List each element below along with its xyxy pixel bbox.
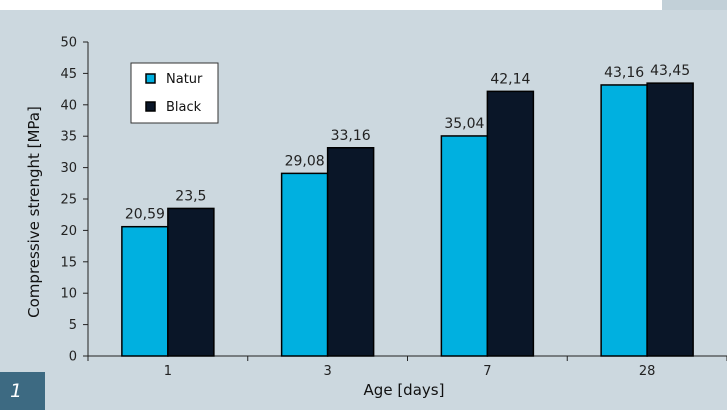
bar-natur-3 xyxy=(280,172,329,357)
x-tick-label: 1 xyxy=(164,364,172,379)
data-label-black-3: 33,16 xyxy=(331,128,371,144)
data-label-natur-3: 29,08 xyxy=(285,153,325,169)
y-tick-label: 10 xyxy=(60,287,77,302)
bar-black-1 xyxy=(167,207,215,357)
x-ticks: 1 3 7 28 xyxy=(87,356,727,379)
y-tick-label: 15 xyxy=(60,255,77,270)
data-label-natur-7: 35,04 xyxy=(444,116,484,132)
bar-natur-28 xyxy=(600,84,648,357)
bar-natur-7 xyxy=(440,135,489,357)
plot-area: 0 5 10 15 20 25 30 35 40 45 50 1 3 7 28 20,59 23,5 29,0… xyxy=(60,36,727,379)
legend-box xyxy=(130,62,219,124)
legend-swatch-black xyxy=(145,101,156,112)
y-tick-label: 5 xyxy=(69,318,77,333)
y-tick-label: 40 xyxy=(60,98,77,113)
y-tick-label: 45 xyxy=(60,67,77,82)
bar-black-3 xyxy=(326,147,375,357)
bar-natur-1 xyxy=(121,225,169,357)
data-label-black-1: 23,5 xyxy=(175,188,206,204)
y-tick-label: 25 xyxy=(60,193,77,208)
y-tick-label: 0 xyxy=(69,350,77,365)
y-tick-label: 50 xyxy=(60,36,77,51)
x-tick-label: 3 xyxy=(323,364,331,379)
legend-label-black: Black xyxy=(166,100,202,115)
bars xyxy=(121,82,694,357)
x-tick-label: 28 xyxy=(639,364,656,379)
legend-label-natur: Natur xyxy=(166,72,203,87)
legend: Natur Black xyxy=(130,62,219,124)
y-ticks: 0 5 10 15 20 25 30 35 40 45 50 xyxy=(60,36,88,365)
data-label-natur-1: 20,59 xyxy=(125,207,165,223)
figure-number: 1 xyxy=(10,380,23,402)
y-axis-label: Compressive strenght [MPa] xyxy=(25,106,43,318)
header-tab xyxy=(662,0,727,10)
legend-swatch-natur xyxy=(145,73,156,84)
bar-black-7 xyxy=(486,90,535,357)
data-label-black-7: 42,14 xyxy=(490,71,530,87)
y-tick-label: 35 xyxy=(60,130,77,145)
data-label-natur-28: 43,16 xyxy=(604,65,644,81)
figure-number-box: 1 xyxy=(0,372,45,410)
y-tick-label: 20 xyxy=(60,224,77,239)
x-tick-label: 7 xyxy=(483,364,491,379)
bar-black-28 xyxy=(646,82,694,357)
y-tick-label: 30 xyxy=(60,161,77,176)
x-axis-label: Age [days] xyxy=(364,381,445,399)
data-label-black-28: 43,45 xyxy=(650,63,690,79)
data-labels: 20,59 23,5 29,08 33,16 35,04 42,14 43,16 43,45 xyxy=(125,63,690,223)
